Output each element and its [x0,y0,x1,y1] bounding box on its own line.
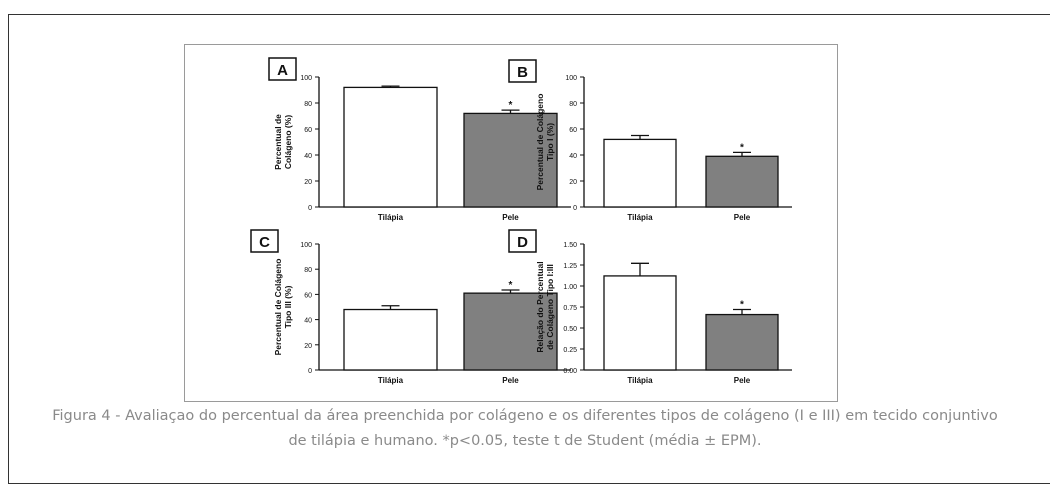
panel-a-y-tick-label: 60 [304,127,312,134]
panel-d-category-label: Tilápia [627,376,653,385]
panel-b-y-tick-label: 100 [565,75,577,82]
panel-c-bar-tilapia [343,308,438,371]
caption-line-1: Figura 4 - Avaliaçao do percentual da ár… [52,408,998,424]
panel-b-y-tick-label: 80 [569,101,577,108]
panel-c-y-tick-label: 40 [304,318,312,325]
panel-c-bar-pele [463,292,558,371]
panel-d-y-tick-label: 1.25 [563,263,577,270]
panel-b-y-tick-label: 40 [569,153,577,160]
panel-a-category-label: Tilápia [378,213,404,222]
panel-b-y-axis-label-1: Percentual de Colágeno [535,94,545,191]
panel-b-y-axis-label-2: Tipo I (%) [545,123,555,161]
panel-d-category-label: Pele [734,376,751,385]
panel-b-bar-pele [705,155,779,208]
panel-d-y-tick-label: 0.75 [563,305,577,312]
panel-b-bar-tilapia [603,138,677,208]
panel-d-y-tick-label: 1.50 [563,242,577,249]
panel-d-y-tick-label: 0.50 [563,326,577,333]
panel-a-y-tick-label: 80 [304,101,312,108]
panel-b-significance-marker: * [740,142,744,153]
panel-d-y-tick-label: 0.25 [563,347,577,354]
figure-svg: A 0 20 40 60 80 100 Percentual de Colágeno (%) Ti… [250,57,792,385]
figure-caption: Figura 4 - Avaliaçao do percentual da ár… [0,404,1050,454]
panel-b-category-label: Tilápia [627,213,653,222]
panel-c-label-box [250,229,279,253]
panel-d-y-axis-label-2: de Colágeno Tipo I:III [545,264,555,350]
panel-c-y-axis-label-2: Tipo III (%) [283,285,293,328]
panel-b-label: B [517,64,528,81]
panel-c-category-label: Tilápia [378,376,404,385]
panel-a-bar-tilapia [343,86,438,208]
panel-c-significance-marker: * [509,280,513,291]
panel-d-y-tick-label: 0.00 [563,368,577,375]
panel-b-y-tick-label: 0 [573,205,577,212]
panel-a-y-tick-label: 100 [300,75,312,82]
panel-a-y-axis-label-2: Colágeno (%) [283,115,293,169]
panel-d-label: D [517,234,528,251]
panel-a-y-axis-label-1: Percentual de [273,114,283,170]
panel-b-category-label: Pele [734,213,751,222]
panel-d-bar-tilapia [603,275,677,371]
panel-c-y-tick-label: 20 [304,343,312,350]
caption-line-2: de tilápia e humano. *p<0.05, teste t de… [288,433,762,449]
panel-c-label: C [259,234,270,251]
figure-panel: A 0 20 40 60 80 100 Percentual de Colágeno (%) Ti… [184,44,838,402]
panel-d-significance-marker: * [740,300,744,311]
panel-a-label-box [268,57,297,81]
panel-a-significance-marker: * [509,100,513,111]
panel-c-y-axis-label-1: Percentual de Colágeno [273,259,283,356]
panel-b-y-tick-label: 20 [569,179,577,186]
panel-c-y-tick-label: 60 [304,292,312,299]
panel-c-category-label: Pele [502,376,519,385]
panel-d-label-box [508,229,537,253]
panel-c-y-tick-label: 80 [304,267,312,274]
panel-b-y-tick-label: 60 [569,127,577,134]
panel-d-bar-pele [705,313,779,371]
panel-d-y-tick-label: 1.00 [563,284,577,291]
panel-a-y-tick-label: 20 [304,179,312,186]
panel-a-label: A [277,62,288,79]
panel-c-y-tick-label: 100 [300,242,312,249]
panel-a-y-tick-label: 0 [308,205,312,212]
panel-a-bar-pele [463,112,558,208]
panel-a-y-tick-label: 40 [304,153,312,160]
panel-d-y-axis-label-1: Relação do Percentual [535,261,545,352]
panel-b-label-box [508,59,537,83]
panel-a-category-label: Pele [502,213,519,222]
panel-c-y-tick-label: 0 [308,368,312,375]
